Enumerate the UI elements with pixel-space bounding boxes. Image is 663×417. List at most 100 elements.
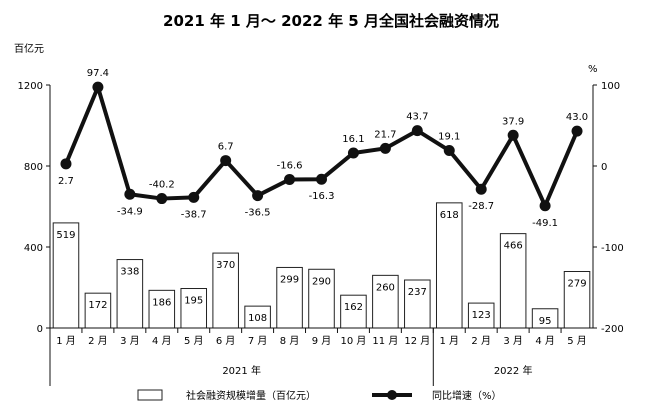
growth-point — [220, 155, 232, 167]
year-group-label: 2021 年 — [222, 364, 261, 377]
growth-point — [571, 125, 583, 137]
growth-point — [252, 190, 264, 202]
growth-value-label: 16.1 — [342, 134, 364, 145]
growth-value-label: -16.6 — [277, 160, 303, 171]
growth-value-label: -49.1 — [532, 218, 558, 229]
right-tick-label: 100 — [601, 81, 620, 92]
growth-point — [475, 183, 487, 195]
bar — [180, 288, 208, 329]
left-tick-label: 400 — [24, 243, 43, 254]
x-tick-label: 4 月 — [535, 335, 555, 347]
bar — [340, 294, 367, 329]
left-axis-unit: 百亿元 — [14, 42, 44, 55]
right-tick-label: 0 — [601, 162, 607, 173]
growth-value-label: 6.7 — [218, 142, 234, 153]
growth-value-label: 37.9 — [502, 116, 524, 127]
growth-value-label: -28.7 — [468, 201, 494, 212]
x-tick-label: 12 月 — [404, 335, 430, 347]
growth-point — [411, 125, 423, 137]
x-tick-label: 11 月 — [372, 335, 398, 347]
growth-value-label: -34.9 — [117, 206, 143, 217]
x-tick-label: 6 月 — [216, 335, 236, 347]
legend-bar-label: 社会融资规模增量（百亿元） — [186, 389, 316, 402]
growth-point — [156, 193, 168, 205]
bar-value-label: 299 — [280, 274, 299, 285]
legend-line-label: 同比增速（%） — [432, 389, 502, 402]
bar-value-label: 519 — [56, 230, 75, 241]
x-tick-label: 5 月 — [567, 335, 587, 347]
bar-value-label: 108 — [248, 313, 267, 324]
x-tick-label: 9 月 — [312, 335, 332, 347]
x-tick-label: 1 月 — [56, 335, 76, 347]
left-tick-label: 0 — [37, 324, 43, 335]
bar-value-label: 260 — [376, 282, 395, 293]
bar-value-label: 279 — [567, 279, 586, 290]
bar-value-label: 95 — [539, 316, 552, 327]
growth-point — [443, 145, 455, 157]
bar-value-label: 618 — [440, 210, 459, 221]
bar-value-label: 338 — [120, 267, 139, 278]
right-tick-label: -100 — [601, 243, 624, 254]
right-tick-label: -200 — [601, 324, 624, 335]
bar — [148, 289, 176, 329]
growth-value-label: 21.7 — [374, 129, 396, 140]
bar — [499, 233, 527, 329]
x-tick-label: 2 月 — [88, 335, 108, 347]
bar-value-label: 162 — [344, 302, 363, 313]
x-tick-label: 5 月 — [184, 335, 204, 347]
growth-point — [539, 200, 551, 212]
bar — [372, 274, 399, 329]
bar-value-label: 186 — [152, 297, 171, 308]
bar-value-label: 370 — [216, 260, 235, 271]
bar-value-label: 195 — [184, 296, 203, 307]
growth-value-label: 2.7 — [58, 176, 74, 187]
x-tick-label: 4 月 — [152, 335, 172, 347]
growth-value-label: -16.3 — [309, 191, 335, 202]
growth-value-label: 43.0 — [566, 112, 588, 123]
growth-value-label: -36.5 — [245, 208, 271, 219]
growth-point — [188, 191, 200, 203]
growth-point — [507, 129, 519, 141]
x-tick-label: 7 月 — [248, 335, 268, 347]
bar — [276, 266, 303, 329]
growth-point — [347, 147, 359, 159]
chart-title: 2021 年 1 月～ 2022 年 5 月全国社会融资情况 — [163, 12, 499, 30]
growth-line — [64, 85, 579, 208]
bar-value-label: 172 — [88, 300, 107, 311]
growth-value-label: -38.7 — [181, 209, 207, 220]
x-tick-label: 3 月 — [503, 335, 523, 347]
x-tick-label: 8 月 — [280, 335, 300, 347]
bar-value-label: 123 — [472, 310, 491, 321]
growth-point — [60, 158, 72, 170]
legend-line-marker — [387, 390, 397, 400]
bar-value-label: 466 — [504, 241, 523, 252]
left-tick-label: 800 — [24, 162, 43, 173]
x-tick-label: 2 月 — [471, 335, 491, 347]
growth-point — [124, 188, 136, 200]
bar — [52, 222, 80, 329]
bar-value-label: 237 — [408, 287, 427, 298]
growth-value-label: -40.2 — [149, 180, 175, 191]
x-tick-label: 1 月 — [439, 335, 459, 347]
bar — [404, 279, 431, 329]
bar — [467, 302, 495, 329]
bar — [435, 202, 463, 329]
bar — [212, 252, 239, 329]
growth-point — [316, 173, 327, 185]
bar — [563, 271, 591, 329]
growth-value-label: 43.7 — [406, 112, 428, 123]
growth-value-label: 97.4 — [87, 68, 109, 79]
growth-point — [92, 81, 104, 93]
legend-bar-swatch — [137, 389, 163, 401]
x-tick-label: 3 月 — [120, 335, 140, 347]
growth-point — [284, 173, 296, 185]
right-axis-unit: % — [588, 64, 598, 75]
growth-point — [379, 142, 391, 154]
x-tick-label: 10 月 — [340, 335, 366, 347]
growth-value-label: 19.1 — [438, 132, 460, 143]
left-tick-label: 1200 — [18, 81, 43, 92]
bar-value-label: 290 — [312, 276, 331, 287]
year-group-label: 2022 年 — [494, 364, 533, 377]
bar — [116, 259, 144, 329]
